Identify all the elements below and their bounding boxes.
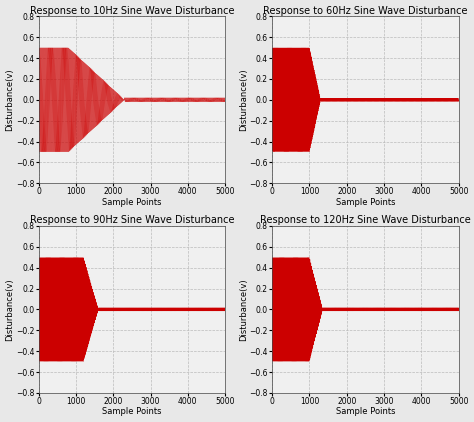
Title: Response to 120Hz Sine Wave Disturbance: Response to 120Hz Sine Wave Disturbance (260, 215, 471, 225)
X-axis label: Sample Points: Sample Points (102, 198, 162, 207)
Title: Response to 90Hz Sine Wave Disturbance: Response to 90Hz Sine Wave Disturbance (30, 215, 234, 225)
Title: Response to 10Hz Sine Wave Disturbance: Response to 10Hz Sine Wave Disturbance (30, 5, 234, 16)
Y-axis label: Disturbance(v): Disturbance(v) (6, 68, 15, 131)
X-axis label: Sample Points: Sample Points (102, 408, 162, 417)
X-axis label: Sample Points: Sample Points (336, 408, 395, 417)
Y-axis label: Disturbance(v): Disturbance(v) (239, 68, 248, 131)
Y-axis label: Disturbance(v): Disturbance(v) (239, 278, 248, 341)
X-axis label: Sample Points: Sample Points (336, 198, 395, 207)
Title: Response to 60Hz Sine Wave Disturbance: Response to 60Hz Sine Wave Disturbance (263, 5, 468, 16)
Y-axis label: Disturbance(v): Disturbance(v) (6, 278, 15, 341)
